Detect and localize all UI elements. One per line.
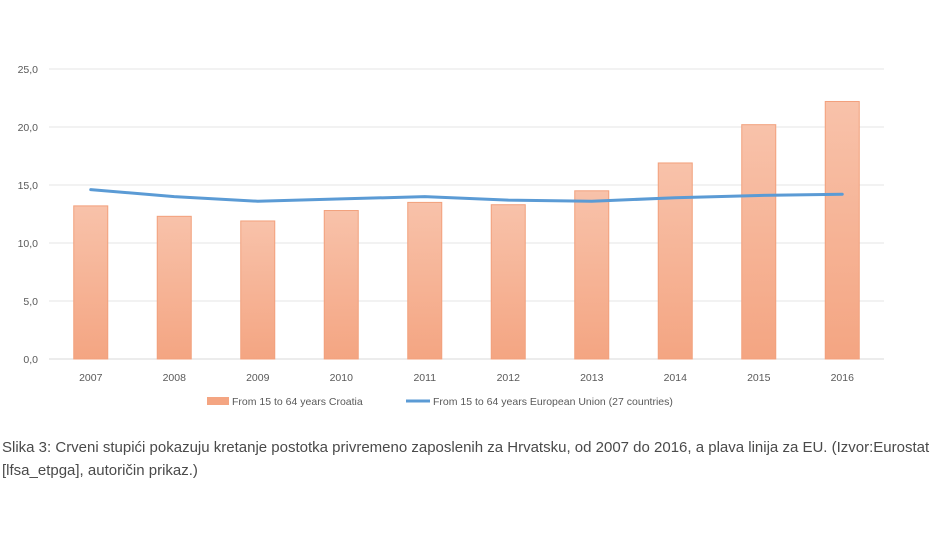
y-tick-label: 5,0 bbox=[23, 296, 38, 308]
bar-croatia bbox=[490, 204, 526, 360]
bar-croatia bbox=[824, 100, 860, 360]
y-tick-label: 10,0 bbox=[18, 238, 39, 250]
x-tick-label: 2007 bbox=[79, 372, 103, 384]
y-tick-label: 25,0 bbox=[18, 64, 39, 76]
bar-croatia bbox=[741, 124, 777, 360]
x-tick-label: 2010 bbox=[330, 372, 354, 384]
x-axis-tick-labels: 2007 2008 2009 2010 2011 2012 2013 2014 2015 2016 bbox=[79, 372, 854, 384]
bar-croatia bbox=[240, 220, 276, 360]
x-tick-label: 2015 bbox=[747, 372, 771, 384]
legend-label-eu: From 15 to 64 years European Union (27 c… bbox=[433, 396, 673, 408]
line-eu-series bbox=[89, 188, 844, 203]
x-tick-label: 2008 bbox=[163, 372, 187, 384]
eu-line bbox=[89, 188, 844, 203]
bar-croatia bbox=[657, 162, 693, 360]
bar-croatia bbox=[156, 215, 192, 360]
y-tick-label: 15,0 bbox=[18, 180, 39, 192]
legend-label-croatia: From 15 to 64 years Croatia bbox=[232, 396, 363, 408]
legend: From 15 to 64 years Croatia From 15 to 6… bbox=[207, 396, 673, 408]
bar-croatia bbox=[73, 205, 109, 360]
x-tick-label: 2011 bbox=[413, 372, 436, 384]
x-tick-label: 2009 bbox=[246, 372, 270, 384]
bar-croatia bbox=[323, 210, 359, 360]
bar-croatia bbox=[574, 190, 610, 360]
y-tick-label: 0,0 bbox=[23, 354, 38, 366]
x-tick-label: 2013 bbox=[580, 372, 604, 384]
x-tick-label: 2014 bbox=[664, 372, 688, 384]
y-tick-label: 20,0 bbox=[18, 122, 39, 134]
temporary-employment-chart: 0,05,010,015,020,025,0 2007 2008 2009 2010 2… bbox=[18, 64, 884, 408]
figure-caption: Slika 3: Crveni stupići pokazuju kretanj… bbox=[2, 439, 930, 479]
x-tick-label: 2012 bbox=[497, 372, 521, 384]
bar-croatia bbox=[407, 201, 443, 360]
legend-swatch-croatia bbox=[207, 397, 229, 405]
x-tick-label: 2016 bbox=[831, 372, 855, 384]
y-axis-tick-labels: 0,0 5,0 10,0 15,0 20,0 25,0 bbox=[18, 64, 39, 366]
croatia-bars bbox=[73, 100, 860, 360]
